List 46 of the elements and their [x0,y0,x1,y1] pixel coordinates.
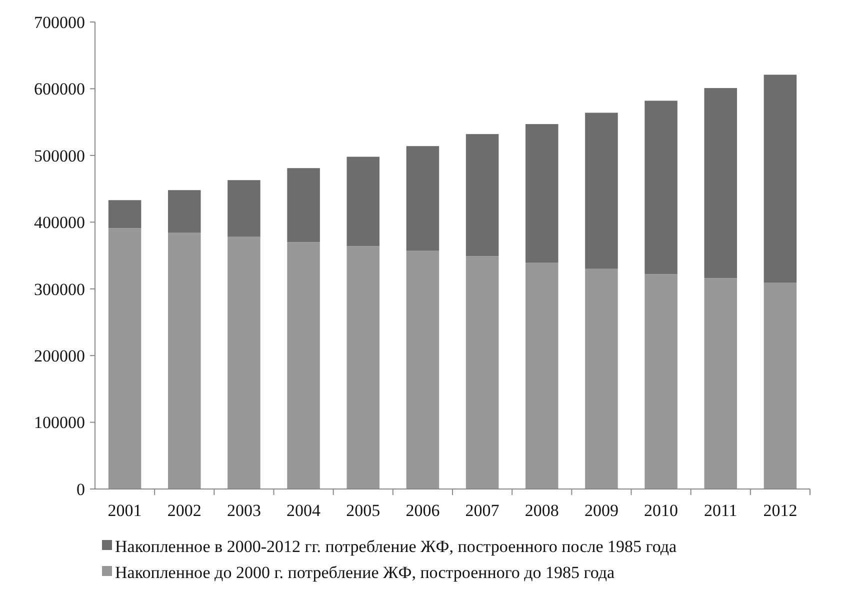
x-tick-label: 2010 [644,501,678,520]
bar [644,100,678,274]
x-tick-label: 2009 [584,501,618,520]
y-tick-label: 200000 [34,346,85,366]
bar [644,274,678,489]
x-tick-label: 2012 [763,501,798,520]
x-tick-label: 2004 [286,501,322,520]
bar [287,168,320,242]
bar [466,134,499,256]
bar [108,228,142,489]
bar [764,282,797,489]
bar [704,88,738,278]
bar [108,200,142,228]
y-tick-label: 0 [76,480,85,499]
bar [228,180,260,237]
bar [406,146,440,251]
bar [585,112,618,269]
y-tick-label: 600000 [34,80,85,99]
y-tick-label: 100000 [34,413,85,432]
y-tick-label: 300000 [34,280,85,299]
bar [585,268,618,489]
bar [466,256,499,489]
x-tick-label: 2007 [465,501,500,520]
x-tick-label: 2011 [704,501,738,520]
x-tick-label: 2002 [167,501,202,520]
x-tick-label: 2008 [524,501,559,520]
bar [525,124,558,263]
y-tick-label: 700000 [34,12,85,32]
legend-label: Накопленное до 2000 г. потребление ЖФ, построенного до 1985 года [115,562,616,582]
bar [704,278,738,489]
bar [346,156,380,246]
x-tick-label: 2005 [346,501,380,520]
bar [406,250,440,489]
x-tick-label: 2003 [226,501,261,520]
x-tick-label: 2001 [108,501,142,520]
y-tick-label: 400000 [34,213,85,232]
bar [525,262,558,489]
bar [764,74,797,283]
bar [287,242,320,489]
bar [228,236,260,489]
x-tick-label: 2006 [406,501,440,520]
bar [168,232,201,489]
bar [346,246,380,489]
legend-label: Накопленное в 2000-2012 гг. потребление ЖФ, построенного после 1985 года [115,536,677,556]
bar [168,190,201,233]
y-tick-label: 500000 [34,146,85,166]
